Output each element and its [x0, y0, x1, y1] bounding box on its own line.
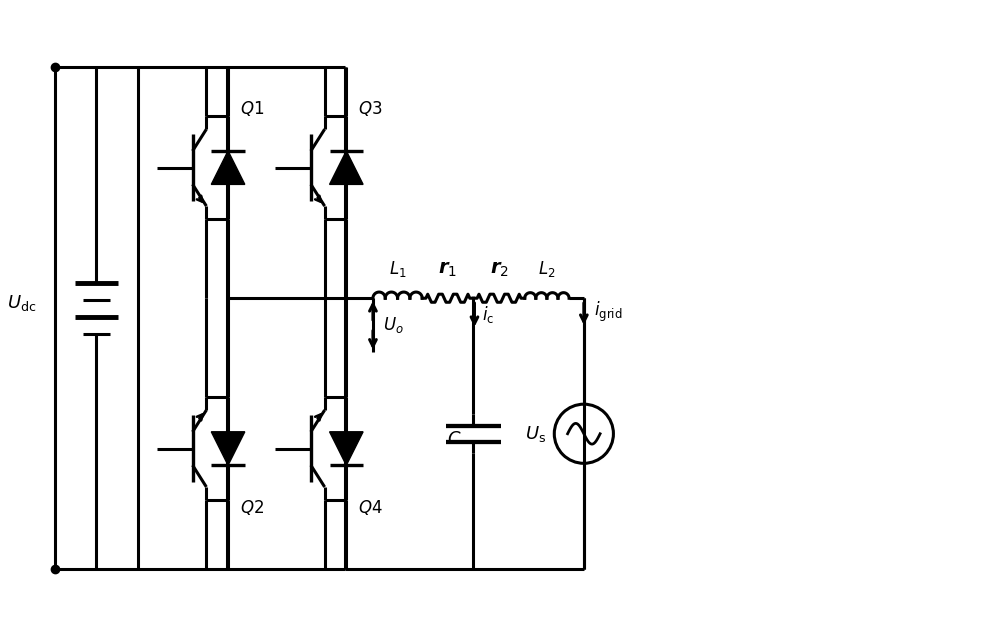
Polygon shape	[211, 151, 245, 185]
Text: $U_{\rm dc}$: $U_{\rm dc}$	[7, 293, 37, 313]
Polygon shape	[211, 432, 245, 465]
Text: $Q3$: $Q3$	[358, 99, 382, 118]
Text: $Q1$: $Q1$	[240, 99, 264, 118]
Polygon shape	[330, 151, 363, 185]
Text: $i_{\rm grid}$: $i_{\rm grid}$	[594, 300, 622, 324]
Text: $U_o$: $U_o$	[383, 315, 404, 335]
Text: $C$: $C$	[447, 430, 462, 448]
Text: $i_{\rm c}$: $i_{\rm c}$	[482, 305, 495, 325]
Text: $U_{\rm s}$: $U_{\rm s}$	[525, 424, 546, 444]
Text: $\boldsymbol{r}_1$: $\boldsymbol{r}_1$	[438, 259, 457, 279]
Text: $L_2$: $L_2$	[538, 259, 556, 279]
Polygon shape	[330, 432, 363, 465]
Text: $L_1$: $L_1$	[389, 259, 406, 279]
Text: $Q2$: $Q2$	[240, 498, 264, 517]
Text: $\boldsymbol{r}_2$: $\boldsymbol{r}_2$	[490, 259, 509, 279]
Text: $Q4$: $Q4$	[358, 498, 383, 517]
